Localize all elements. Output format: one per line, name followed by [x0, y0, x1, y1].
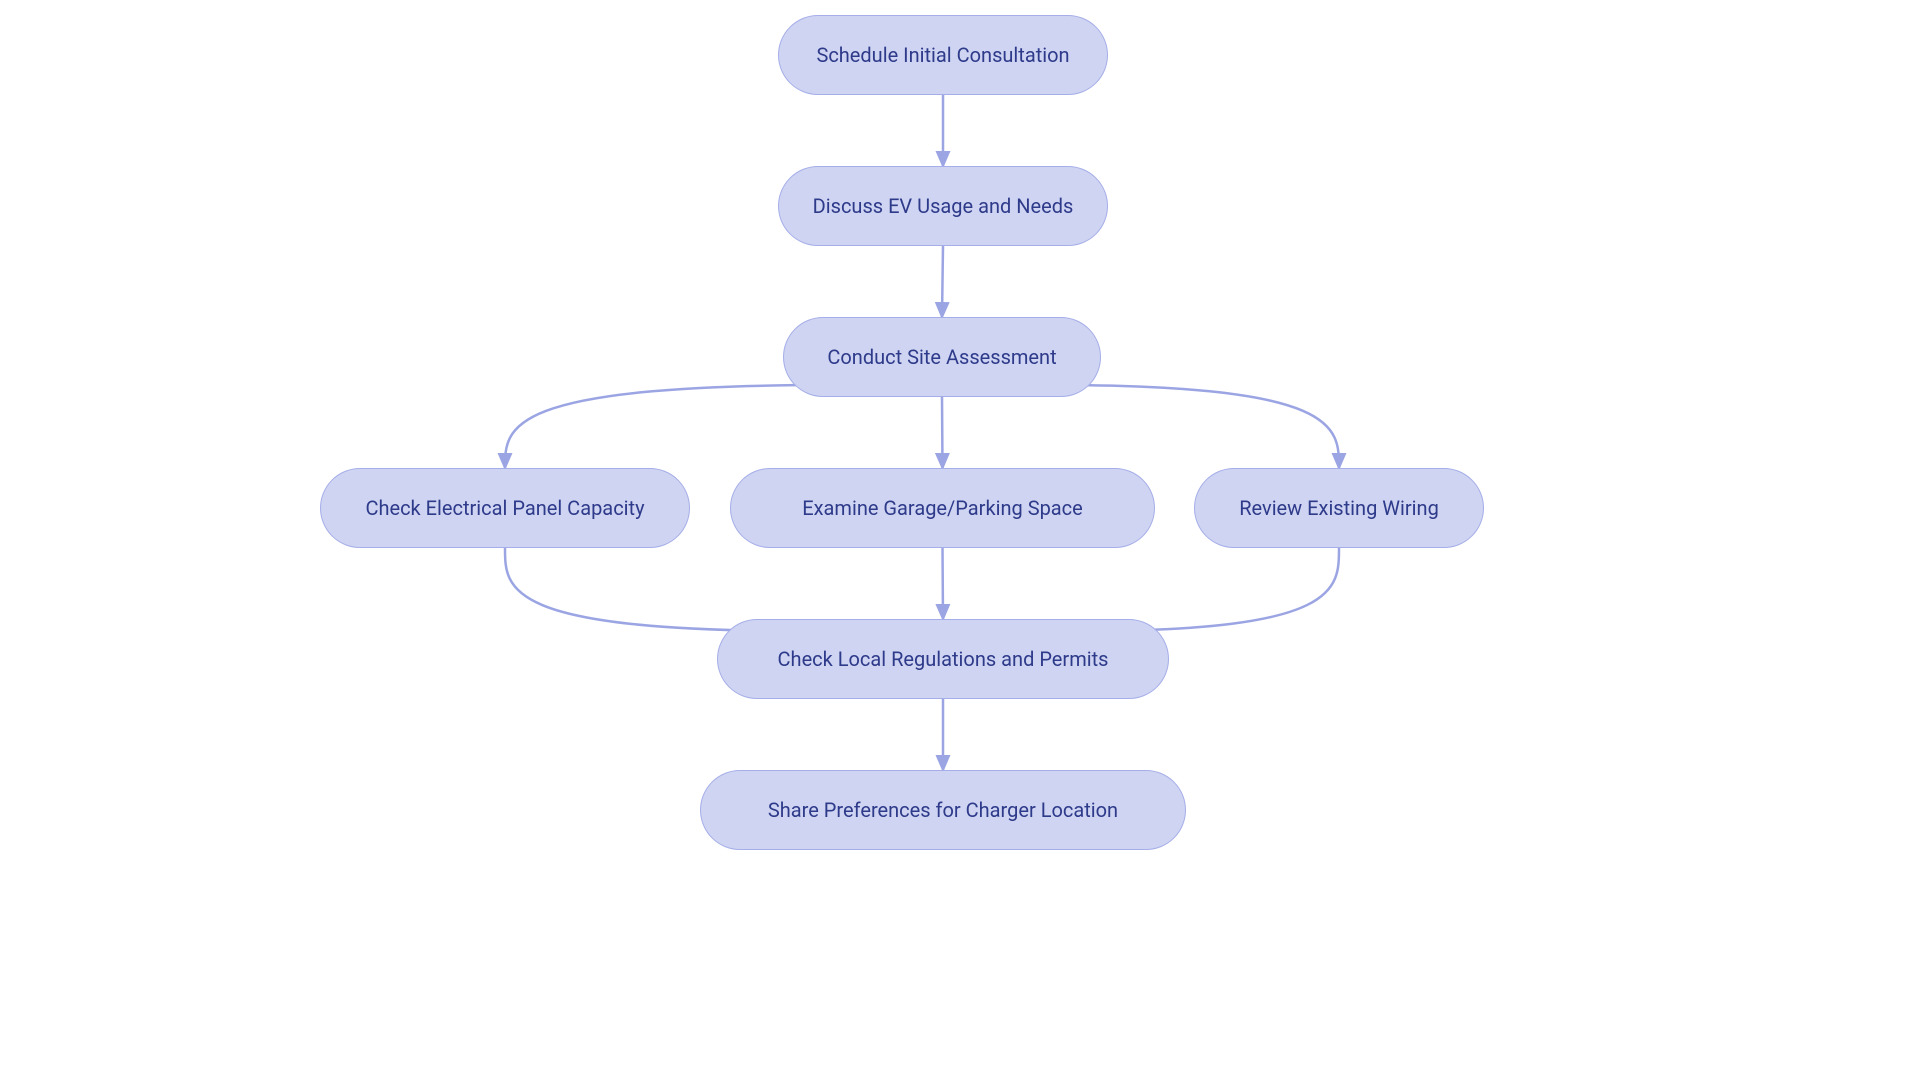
flowchart-node-label: Check Local Regulations and Permits [778, 647, 1109, 671]
flowchart-node: Schedule Initial Consultation [778, 15, 1108, 95]
flowchart-node: Conduct Site Assessment [783, 317, 1101, 397]
flowchart-node-label: Examine Garage/Parking Space [802, 496, 1083, 520]
flowchart-edge [942, 246, 943, 317]
flowchart-edge [1052, 385, 1339, 468]
flowchart-node: Examine Garage/Parking Space [730, 468, 1155, 548]
flowchart-node-label: Conduct Site Assessment [827, 345, 1056, 369]
flowchart-edge [943, 548, 944, 619]
flowchart-node: Review Existing Wiring [1194, 468, 1484, 548]
flowchart-node-label: Check Electrical Panel Capacity [365, 496, 644, 520]
flowchart-node-label: Schedule Initial Consultation [816, 43, 1069, 67]
flowchart-node-label: Share Preferences for Charger Location [768, 798, 1118, 822]
flowchart-node: Check Local Regulations and Permits [717, 619, 1169, 699]
flowchart-node: Check Electrical Panel Capacity [320, 468, 690, 548]
flowchart-node-label: Discuss EV Usage and Needs [813, 194, 1074, 218]
flowchart-container: Schedule Initial Consultation Discuss EV … [0, 0, 1920, 1083]
flowchart-node: Share Preferences for Charger Location [700, 770, 1186, 850]
flowchart-node-label: Review Existing Wiring [1239, 496, 1439, 520]
flowchart-node: Discuss EV Usage and Needs [778, 166, 1108, 246]
flowchart-edge [942, 397, 943, 468]
flowchart-edge [505, 385, 832, 468]
